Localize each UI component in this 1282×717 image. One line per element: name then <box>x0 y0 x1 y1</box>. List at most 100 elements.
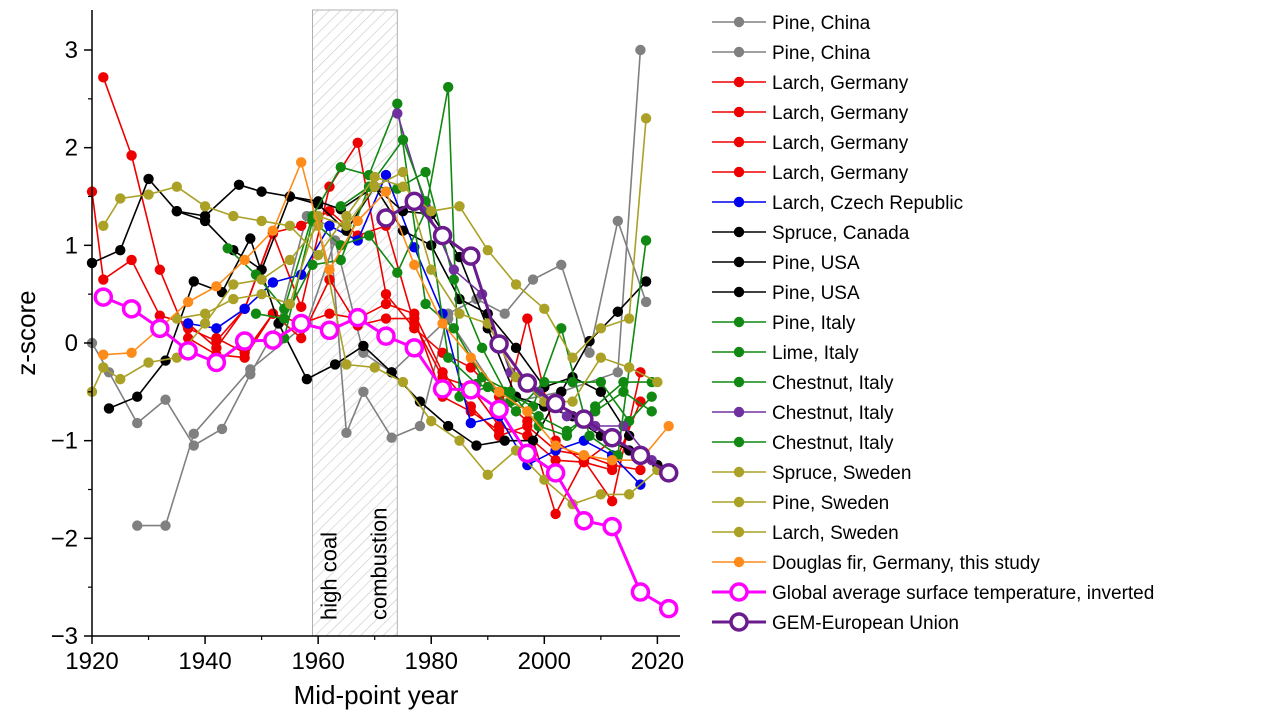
x-tick-label: 1940 <box>178 648 231 675</box>
data-point <box>103 403 115 414</box>
data-point <box>132 391 143 402</box>
data-point <box>369 171 380 183</box>
series-20 <box>376 191 679 483</box>
data-point <box>640 235 652 246</box>
data-point <box>126 150 137 161</box>
data-point <box>358 340 369 352</box>
data-point <box>414 396 426 407</box>
data-point <box>199 318 211 329</box>
data-point <box>522 420 533 432</box>
data-point <box>121 299 142 319</box>
y-tick-label: 2 <box>65 135 78 162</box>
legend-marker <box>733 256 745 268</box>
data-point <box>182 318 194 329</box>
data-point <box>584 347 595 358</box>
data-point <box>324 264 335 275</box>
x-tick-label: 1960 <box>291 648 344 675</box>
data-point <box>454 308 465 319</box>
data-point <box>420 298 431 310</box>
data-point <box>199 210 211 222</box>
data-point <box>256 274 267 285</box>
data-point <box>160 394 171 405</box>
data-point <box>517 373 538 393</box>
data-point <box>150 318 170 339</box>
data-point <box>291 313 311 334</box>
data-point <box>595 386 607 398</box>
data-point <box>279 313 290 324</box>
data-point <box>442 81 454 93</box>
data-point <box>595 376 607 388</box>
data-point <box>623 313 635 324</box>
data-point <box>295 332 307 344</box>
data-point <box>211 281 222 292</box>
data-point <box>392 108 403 119</box>
data-point <box>630 445 651 466</box>
data-point <box>245 233 256 244</box>
legend-label: Global average surface temperature, inve… <box>772 583 1154 604</box>
legend-item: Larch, Czech Republic <box>712 193 963 214</box>
data-point <box>335 201 346 212</box>
data-point <box>154 310 166 321</box>
data-point <box>409 259 420 271</box>
data-point <box>510 279 522 290</box>
data-point <box>295 220 307 231</box>
x-tick-label: 1920 <box>65 648 118 675</box>
data-point <box>465 352 477 363</box>
legend-marker <box>733 406 745 418</box>
data-point <box>369 362 380 373</box>
data-point <box>211 323 222 334</box>
data-point <box>522 313 533 324</box>
data-point <box>465 417 477 429</box>
data-point <box>352 137 363 148</box>
data-point <box>178 341 198 361</box>
legend-label: Spruce, Canada <box>772 223 910 244</box>
data-point <box>602 516 622 537</box>
data-point <box>510 342 522 354</box>
data-point <box>115 245 126 256</box>
data-point <box>341 210 352 222</box>
data-point <box>380 298 392 310</box>
series-line <box>340 139 647 457</box>
data-point <box>404 338 425 358</box>
data-point <box>658 463 679 483</box>
data-point <box>267 225 279 236</box>
data-point <box>376 208 396 228</box>
data-point <box>635 44 646 56</box>
data-point <box>143 357 154 368</box>
data-point <box>98 362 109 373</box>
legend-item: Global average surface temperature, inve… <box>712 582 1154 604</box>
legend-item: Douglas fir, Germany, this study <box>712 553 1040 574</box>
data-point <box>539 303 550 315</box>
data-point <box>550 455 561 466</box>
data-point <box>199 308 211 319</box>
data-point <box>635 464 646 476</box>
data-point <box>545 393 566 414</box>
legend-label: Larch, Germany <box>772 163 909 184</box>
data-point <box>595 489 607 500</box>
legend-item: Larch, Germany <box>712 133 909 154</box>
data-point <box>437 367 448 378</box>
data-point <box>606 496 618 507</box>
data-point <box>556 259 567 271</box>
data-point <box>517 443 538 464</box>
data-point <box>126 254 137 266</box>
data-point <box>154 264 166 275</box>
data-point <box>397 181 409 192</box>
legend-label: Chestnut, Italy <box>772 373 894 394</box>
data-point <box>256 215 267 227</box>
data-point <box>93 287 114 307</box>
data-point <box>493 420 505 432</box>
data-point <box>98 220 109 231</box>
legend-marker <box>733 106 745 118</box>
legend-item: Chestnut, Italy <box>712 373 894 394</box>
data-point <box>341 427 352 439</box>
y-tick-label: −1 <box>51 428 78 455</box>
legend: Pine, China Pine, China Larch, Germany Larc… <box>712 13 1154 634</box>
data-point <box>397 166 409 178</box>
data-point <box>561 411 573 422</box>
data-point <box>233 179 245 190</box>
data-point <box>550 508 561 520</box>
data-point <box>98 349 109 360</box>
data-point <box>188 428 199 440</box>
legend-item: Chestnut, Italy <box>712 403 894 424</box>
